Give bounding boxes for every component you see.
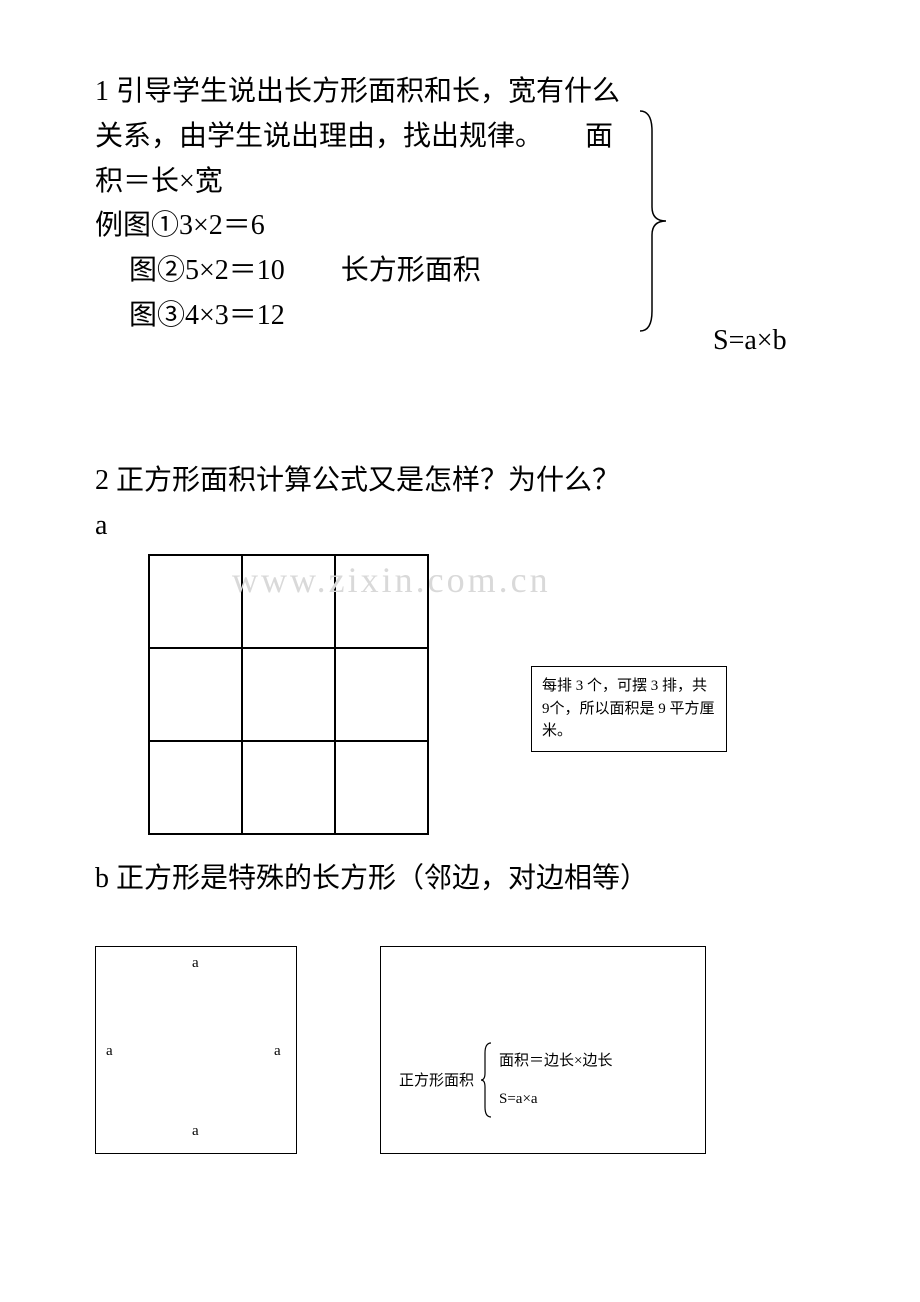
grid-cell	[149, 648, 242, 741]
grid-cell	[149, 555, 242, 648]
label-a-right: a	[274, 1043, 281, 1060]
small-brace	[479, 1041, 497, 1119]
label-a-left: a	[106, 1043, 113, 1060]
grid-cell	[242, 648, 335, 741]
formula-lines: 面积＝边长×边长 S=a×a	[499, 1043, 612, 1118]
s2-heading: 2 正方形面积计算公式又是怎样？为什么？	[95, 459, 825, 504]
s1-line2: 关系，由学生说出理由，找出规律。 面	[95, 115, 825, 160]
grid-cell	[335, 741, 428, 834]
label-a-bottom: a	[192, 1123, 199, 1140]
section2-heading-block: 2 正方形面积计算公式又是怎样？为什么？ a	[95, 459, 825, 549]
s1-line1: 1 引导学生说出长方形面积和长，宽有什么	[95, 70, 825, 115]
large-right-brace	[632, 107, 672, 335]
formula-box: 正方形面积 面积＝边长×边长 S=a×a	[380, 946, 706, 1154]
formula-sab: S=a×b	[713, 325, 787, 357]
s1-ex2: 图②5×2＝10 长方形面积	[95, 249, 825, 294]
s1-line3: 积＝长×宽	[95, 160, 825, 205]
section2-b-line: b 正方形是特殊的长方形（邻边，对边相等）	[95, 857, 825, 902]
grid-cell	[149, 741, 242, 834]
formula-line2: S=a×a	[499, 1081, 612, 1119]
grid-cell	[242, 741, 335, 834]
s2-a-label: a	[95, 504, 825, 549]
section1-text: 1 引导学生说出长方形面积和长，宽有什么 关系，由学生说出理由，找出规律。 面 …	[95, 70, 825, 339]
square-grid	[148, 554, 429, 835]
grid-cell	[335, 555, 428, 648]
grid-cell	[335, 648, 428, 741]
grid-cell	[242, 555, 335, 648]
formula-line1: 面积＝边长×边长	[499, 1043, 612, 1081]
s1-ex1: 例图①3×2＝6	[95, 204, 825, 249]
square-diagram: a a a a	[95, 946, 297, 1154]
s2-b-text: b 正方形是特殊的长方形（邻边，对边相等）	[95, 857, 825, 902]
label-a-top: a	[192, 955, 199, 972]
formula-title: 正方形面积	[399, 1069, 474, 1090]
note-box: 每排 3 个，可摆 3 排，共 9个，所以面积是 9 平方厘米。	[531, 666, 727, 752]
